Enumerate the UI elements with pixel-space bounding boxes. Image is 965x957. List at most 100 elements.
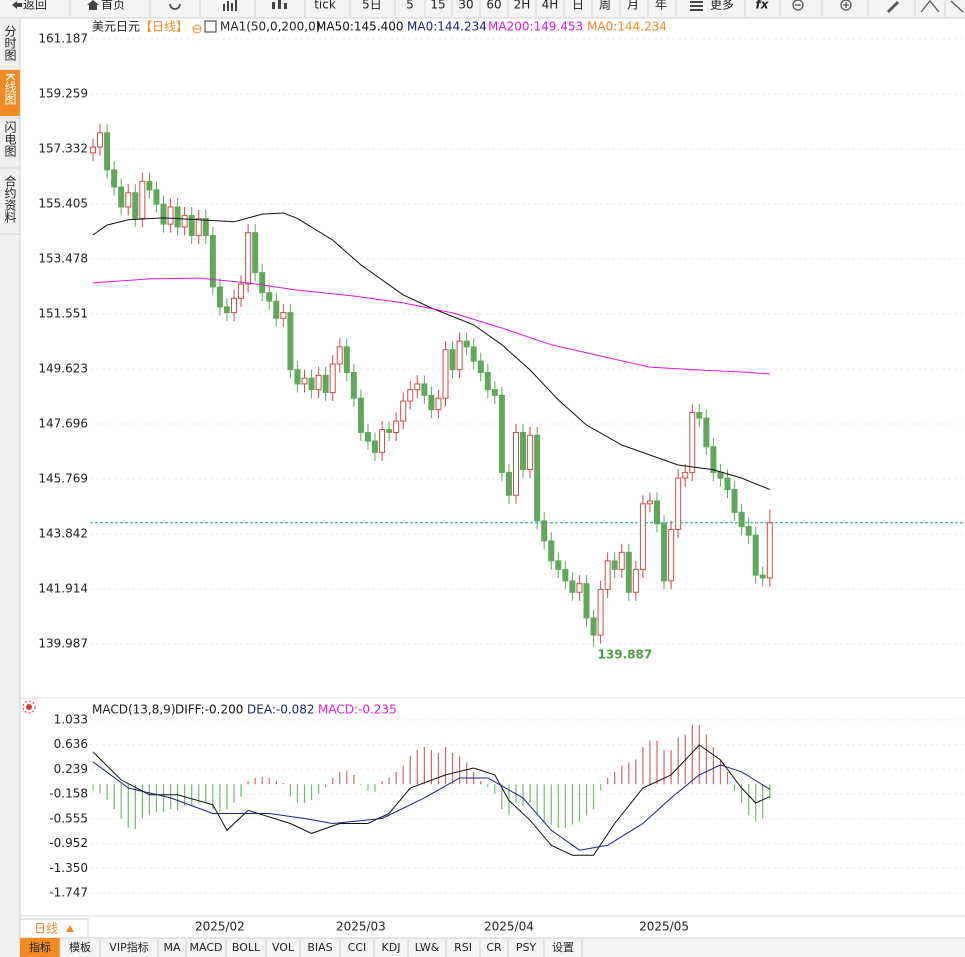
- candle-body: [682, 471, 689, 479]
- y-tick-label: 0.239: [54, 762, 88, 776]
- candle-body: [541, 520, 548, 542]
- zoom-out-icon[interactable]: [792, 0, 804, 11]
- indicator-tab[interactable]: RSI: [454, 941, 472, 954]
- candle-body: [569, 580, 576, 593]
- indicator-tab[interactable]: VIP指标: [109, 940, 148, 954]
- candle-body: [104, 132, 111, 171]
- toolbar-button[interactable]: tick: [314, 0, 336, 12]
- macd-line: [92, 761, 771, 851]
- candle-body: [379, 429, 386, 453]
- indicator-tab[interactable]: VOL: [272, 941, 295, 954]
- toolbar-button[interactable]: fx: [756, 0, 770, 12]
- candle-body: [97, 132, 104, 148]
- toolbar-button[interactable]: 60: [486, 0, 501, 12]
- toolbar-button[interactable]: 日: [572, 0, 584, 12]
- refresh-icon[interactable]: [169, 3, 181, 10]
- candle-body: [618, 551, 625, 570]
- indicator-tab[interactable]: KDJ: [382, 941, 401, 954]
- macd-icon[interactable]: [22, 700, 36, 714]
- toolbar-button[interactable]: 月: [627, 0, 639, 12]
- indicator-tab[interactable]: 指标: [29, 940, 51, 954]
- candle-body: [188, 215, 195, 237]
- indicator-tab[interactable]: BOLL: [232, 941, 261, 954]
- indicator-tab[interactable]: MA: [163, 941, 180, 954]
- menu-icon[interactable]: [690, 1, 703, 11]
- candle-body: [534, 434, 541, 522]
- candle-body: [442, 349, 449, 399]
- indicator-tab[interactable]: CCI: [348, 941, 367, 954]
- candle-body: [259, 272, 266, 294]
- indicator-tab[interactable]: MACD: [190, 941, 223, 954]
- period-label: 【日线】: [140, 20, 188, 34]
- candle-body: [668, 528, 675, 582]
- sidebar-tab[interactable]: K线图: [3, 73, 17, 105]
- indicator-tab[interactable]: LW&: [415, 941, 440, 954]
- candle-body: [146, 180, 153, 191]
- candle-body: [386, 429, 393, 433]
- indicator-tab[interactable]: BIAS: [307, 941, 332, 954]
- line-icon[interactable]: [950, 0, 964, 13]
- candle-body: [611, 560, 618, 570]
- indicator-icon[interactable]: [204, 20, 217, 33]
- toolbar-button[interactable]: 年: [655, 0, 667, 12]
- toolbar-button[interactable]: 更多: [710, 0, 734, 12]
- shape-icon[interactable]: [920, 0, 940, 13]
- y-tick-label: 143.842: [38, 526, 88, 540]
- period-arrow[interactable]: [66, 925, 74, 932]
- legend-entry: DIFF:-0.200: [175, 703, 243, 717]
- x-tick-label: 2025/04: [484, 920, 534, 934]
- tab-active: [20, 938, 60, 957]
- sidebar-tab[interactable]: 闪电图: [3, 121, 17, 157]
- candle-body: [548, 540, 555, 562]
- candle-body: [195, 217, 202, 237]
- indicator-label: MA1(50,0,200,0): [220, 20, 320, 34]
- toolbar-button[interactable]: 15: [430, 0, 445, 12]
- legend-entry: MA0:144.234: [587, 20, 667, 34]
- draw-icon[interactable]: [887, 1, 899, 13]
- candle-body: [661, 523, 668, 582]
- period-selector[interactable]: 日线: [34, 922, 58, 936]
- candle-body: [583, 583, 590, 619]
- zoom-in-icon[interactable]: [840, 0, 852, 11]
- candle-body: [414, 383, 421, 391]
- candle-body: [696, 411, 703, 419]
- candle-body: [498, 394, 505, 473]
- tabbar-bg: [20, 938, 965, 957]
- indicator-tab[interactable]: 模板: [69, 940, 91, 954]
- indicator-tab[interactable]: CR: [486, 941, 502, 954]
- indicator-tab[interactable]: PSY: [516, 941, 537, 954]
- home-icon[interactable]: [87, 0, 99, 10]
- y-tick-label: -0.555: [49, 811, 88, 825]
- candle-body: [513, 431, 519, 496]
- settings-icon[interactable]: [192, 24, 202, 34]
- candle-icon[interactable]: [272, 0, 287, 9]
- toolbar-button[interactable]: 4H: [542, 0, 559, 12]
- candle-body: [421, 383, 428, 396]
- candle-body: [435, 397, 442, 411]
- toolbar-button[interactable]: 5日: [362, 0, 382, 12]
- candle-body: [576, 583, 583, 593]
- toolbar-button[interactable]: 返回: [23, 0, 47, 12]
- y-tick-label: 141.914: [38, 582, 88, 596]
- toolbar-button[interactable]: 周: [599, 0, 611, 12]
- toolbar-button[interactable]: 5: [406, 0, 414, 12]
- candle-body: [343, 346, 350, 374]
- toolbar-button[interactable]: 30: [458, 0, 473, 12]
- back-icon[interactable]: [12, 1, 22, 9]
- x-tick-label: 2025/03: [336, 920, 386, 934]
- candle-body: [639, 503, 646, 570]
- candle-body: [470, 346, 477, 362]
- sidebar-tab[interactable]: 合约资料: [3, 174, 17, 223]
- toolbar-button[interactable]: 首页: [101, 0, 125, 12]
- candle-body: [505, 471, 512, 496]
- candle-body: [724, 477, 731, 491]
- sidebar-tab[interactable]: 分时图: [3, 25, 17, 61]
- y-tick-label: 161.187: [38, 32, 88, 46]
- x-tick-label: 2025/05: [639, 920, 689, 934]
- toolbar-button[interactable]: 2H: [514, 0, 531, 12]
- candle-body: [527, 434, 534, 471]
- y-tick-label: -0.952: [49, 836, 88, 850]
- bars-icon[interactable]: [223, 0, 237, 11]
- indicator-tab[interactable]: 设置: [552, 941, 574, 954]
